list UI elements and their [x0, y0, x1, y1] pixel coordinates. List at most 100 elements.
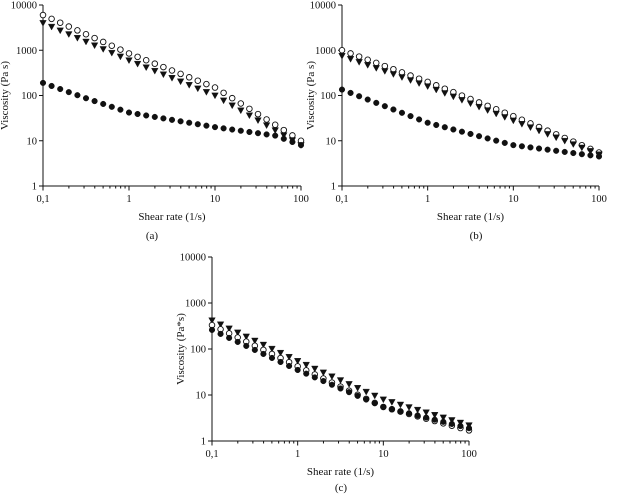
data-point: [220, 125, 227, 132]
data-point: [263, 131, 270, 138]
y-tick-label: 1000: [16, 46, 37, 57]
data-point: [220, 89, 227, 97]
data-point: [208, 326, 216, 333]
data-point: [100, 100, 107, 108]
data-point: [228, 94, 236, 102]
data-point: [39, 20, 47, 27]
data-point: [458, 128, 465, 135]
data-point: [48, 15, 55, 23]
data-point: [225, 325, 233, 333]
data-point: [397, 408, 404, 415]
data-point: [338, 47, 346, 54]
data-point: [226, 334, 233, 341]
data-point: [526, 124, 535, 131]
series-filled-circle: [208, 326, 473, 432]
data-point: [208, 317, 216, 325]
data-point: [570, 150, 577, 157]
data-point: [74, 27, 81, 34]
data-point: [203, 80, 210, 88]
x-tick-label: 10: [508, 194, 519, 205]
data-point: [260, 350, 267, 357]
data-point: [379, 396, 387, 404]
y-tick-label: 10000: [180, 253, 206, 264]
data-point: [380, 403, 387, 410]
data-point: [518, 121, 526, 128]
x-tick-label: 0,1: [36, 194, 49, 205]
data-point: [133, 60, 142, 68]
data-point: [134, 110, 141, 118]
data-point: [371, 392, 379, 400]
data-point: [186, 119, 193, 126]
data-point: [492, 110, 500, 118]
data-point: [176, 78, 185, 86]
data-point: [439, 414, 447, 422]
y-tick-label: 100: [320, 91, 336, 102]
data-point: [151, 68, 159, 75]
data-point: [177, 118, 184, 125]
data-point: [57, 85, 64, 93]
axis-lines: [42, 5, 301, 187]
x-tick-label: 1: [126, 194, 131, 205]
series-filled-circle: [39, 79, 305, 149]
data-point: [398, 109, 406, 116]
data-point: [535, 127, 543, 135]
data-point: [458, 97, 466, 104]
data-point: [280, 126, 288, 134]
data-point: [234, 338, 241, 345]
data-point: [578, 151, 585, 158]
data-point: [251, 337, 259, 345]
data-point: [134, 53, 141, 61]
data-point: [544, 146, 551, 153]
data-point: [501, 114, 509, 121]
data-point: [246, 105, 253, 113]
x-tick-label: 1: [295, 449, 300, 460]
x-tick-label: 100: [591, 194, 607, 205]
data-point: [151, 60, 159, 67]
y-tick-label: 1000: [185, 299, 206, 310]
data-point: [484, 135, 491, 142]
data-point: [569, 141, 577, 148]
x-axis-title: Shear rate (1/s): [138, 211, 206, 223]
x-tick-label: 1: [425, 194, 430, 205]
data-point: [373, 99, 380, 106]
data-point: [151, 113, 158, 120]
data-point: [509, 117, 517, 125]
data-point: [448, 417, 456, 424]
y-tick-label: 10: [196, 391, 207, 402]
data-point: [303, 370, 310, 377]
data-point: [433, 121, 440, 129]
data-point: [337, 385, 344, 392]
panel-label: (a): [146, 230, 159, 242]
x-tick-label: 100: [461, 449, 477, 460]
data-point: [277, 358, 284, 366]
axis-lines: [211, 257, 469, 442]
data-point: [142, 57, 150, 64]
data-point: [185, 82, 193, 89]
data-point: [587, 152, 594, 159]
data-point: [194, 77, 202, 84]
data-point: [561, 148, 568, 155]
data-point: [364, 56, 371, 63]
data-point: [328, 381, 335, 388]
data-point: [483, 107, 492, 114]
data-point: [168, 67, 176, 74]
data-point: [117, 106, 124, 113]
data-point: [456, 419, 465, 427]
data-point: [416, 116, 423, 123]
data-point: [91, 34, 98, 42]
data-point: [467, 130, 474, 137]
data-point: [203, 122, 210, 129]
data-point: [91, 98, 98, 105]
data-point: [271, 127, 279, 134]
data-point: [56, 27, 64, 35]
data-point: [159, 71, 168, 79]
data-point: [294, 358, 302, 365]
data-point: [535, 145, 543, 152]
data-point: [90, 42, 99, 50]
series-filled-triangle-down: [338, 53, 603, 159]
data-point: [297, 142, 305, 149]
data-point: [302, 361, 310, 369]
data-point: [328, 373, 336, 381]
data-point: [586, 148, 595, 155]
